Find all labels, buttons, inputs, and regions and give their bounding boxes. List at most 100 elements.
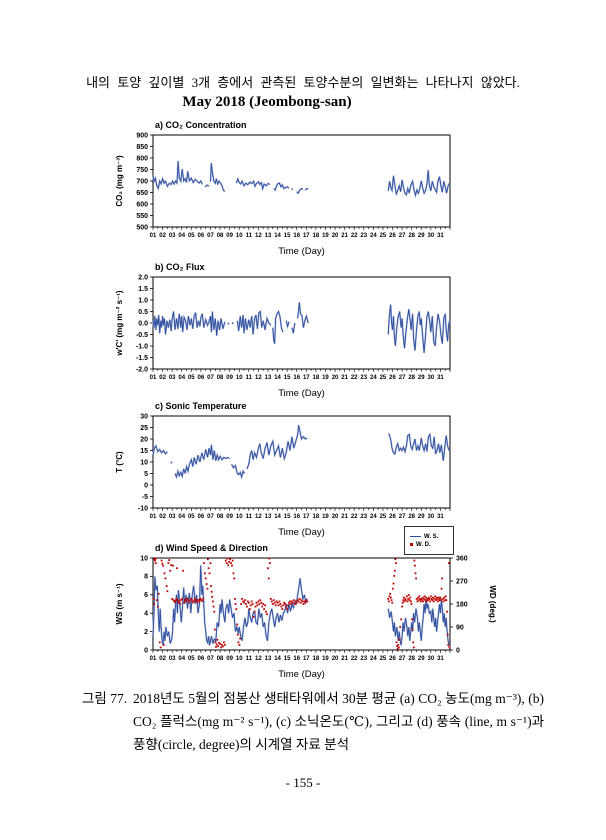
wd-data-point [267,577,270,580]
wd-data-point [190,599,193,601]
wd-data-point [270,600,273,603]
wd-data-point [406,600,409,603]
wd-data-point [271,603,274,605]
x-tick-label: 12 [255,656,262,662]
x-tick-label: 08 [217,514,224,520]
flux-series-line [285,320,290,329]
x-tick-label: 27 [399,656,406,662]
wd-data-point [413,559,416,562]
wd-data-point [277,604,280,607]
wd-data-point [260,601,263,604]
wd-data-point [233,577,236,580]
x-tick-label: 11 [246,514,253,520]
y2-tick-label: 270 [456,578,468,585]
wd-data-point [280,605,283,608]
wd-data-point [415,597,418,600]
wd-data-point [236,623,239,626]
y2-tick-label: 0 [456,647,460,654]
wd-data-point [392,582,395,585]
x-tick-label: 21 [341,375,348,381]
y-tick-label: 5 [144,471,148,478]
x-tick-label: 19 [322,375,329,381]
wd-data-point [389,592,392,595]
y2-tick-label: 90 [456,624,464,631]
wd-data-point [188,600,191,603]
wd-data-point [156,605,159,608]
x-tick-label: 20 [332,375,339,381]
wd-data-point [435,596,438,599]
x-tick-label: 04 [178,514,185,520]
wd-data-point [419,597,421,600]
wd-data-point [193,597,196,600]
x-tick-label: 23 [360,375,367,381]
wd-data-point [426,597,429,600]
wd-data-point [393,574,396,577]
time-axis-label: Time (Day) [278,527,325,538]
wd-data-point [191,601,194,604]
x-tick-label: 01 [150,514,157,520]
y-tick-label: 900 [136,132,148,139]
chart-title: d) Wind Speed & Direction [155,543,268,553]
x-tick-label: 01 [150,233,157,239]
wd-data-point [223,643,226,646]
wd-data-point [299,601,302,604]
flux-series-line [297,302,309,328]
wd-data-point [250,600,253,603]
wd-data-point [222,641,225,644]
wd-data-point [279,603,282,605]
wd-data-point [398,638,401,641]
x-tick-label: 26 [389,656,396,662]
wd-data-point [275,600,278,603]
wd-data-point [448,646,451,649]
wd-data-point [152,597,155,600]
wd-data-point [188,601,190,604]
wd-data-point [440,587,443,590]
x-tick-label: 12 [255,514,262,520]
y-tick-label: 10 [140,459,148,466]
x-tick-label: 28 [408,656,415,662]
wd-data-point [255,601,258,604]
wd-data-point [257,600,260,603]
wd-data-point [197,599,200,601]
wd-data-point [171,597,174,600]
wd-data-point [221,643,223,646]
x-tick-label: 05 [188,233,195,239]
x-tick-label: 09 [226,233,233,239]
chart-title: a) CO₂ Concentration [155,120,247,130]
wd-data-point [243,601,245,604]
wd-data-point [394,558,397,561]
wd-data-point [286,608,289,611]
y-tick-label: 850 [136,144,148,151]
wd-data-point [154,559,156,562]
wd-data-point [235,608,238,611]
x-tick-label: 22 [351,656,358,662]
x-tick-label: 29 [418,656,425,662]
wd-data-point [394,569,396,572]
wd-data-point [216,638,219,641]
x-tick-label: 29 [418,514,425,520]
x-tick-label: 24 [370,656,377,662]
wd-data-point [196,601,199,604]
wd-data-point [444,595,447,598]
wd-data-point [431,599,434,602]
y-axis-label: CO₂ (mg m⁻³) [115,155,124,207]
temp-series-line [170,461,173,464]
wd-data-point [421,596,424,599]
x-tick-label: 20 [332,514,339,520]
x-tick-label: 20 [332,233,339,239]
temp-series-line [174,444,230,479]
x-tick-label: 01 [150,656,157,662]
wd-data-point [288,601,290,604]
wd-data-point [418,595,421,598]
legend-dot-swatch [410,543,413,546]
wd-data-point [205,583,208,585]
wd-data-point [289,600,291,603]
wd-data-point [246,600,249,603]
x-tick-label: 24 [370,233,377,239]
y-tick-label: 1.5 [138,286,148,293]
y-tick-label: 2 [144,629,148,636]
wd-data-point [437,600,439,603]
x-tick-label: 10 [236,375,243,381]
wd-data-point [211,595,214,598]
wd-data-point [155,557,158,560]
